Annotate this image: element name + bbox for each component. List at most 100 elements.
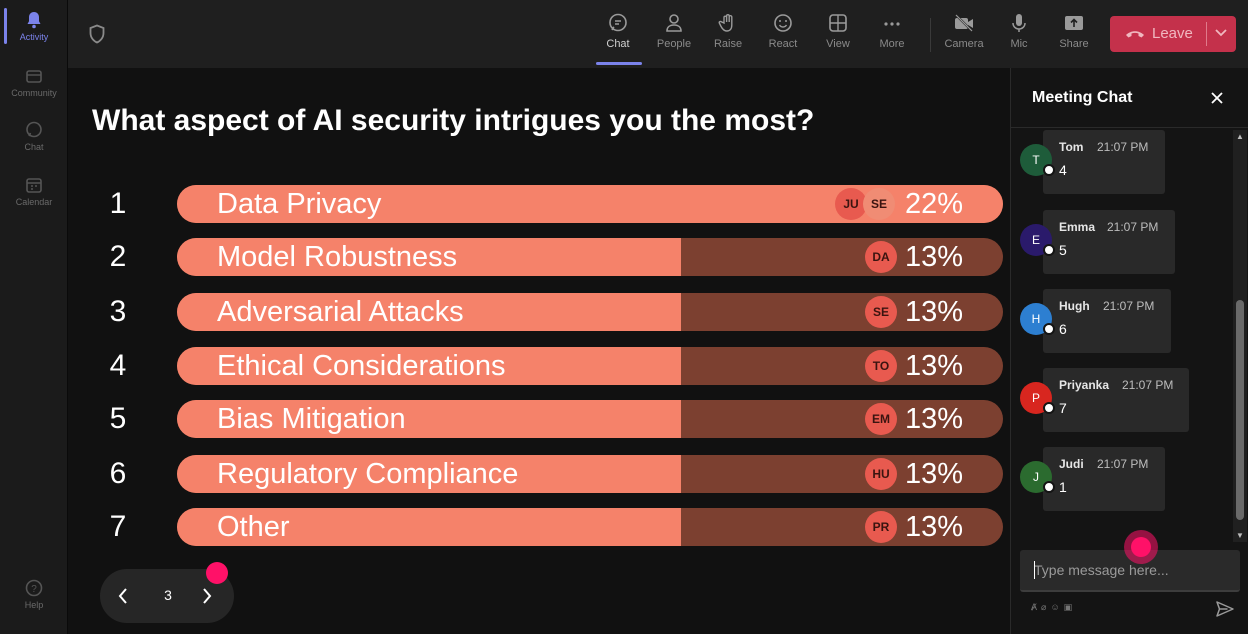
toolbar-people-button[interactable]: People xyxy=(650,10,698,60)
option-bar-fill xyxy=(177,400,681,438)
option-number: 5 xyxy=(109,402,127,435)
presence-icon xyxy=(1043,481,1055,493)
option-percent: 13% xyxy=(904,350,963,382)
shield-icon[interactable] xyxy=(88,24,106,44)
presence-icon xyxy=(1043,323,1055,335)
toolbar-label: Camera xyxy=(944,38,984,50)
rail-item-label: Calendar xyxy=(15,197,53,207)
chevron-left-icon[interactable] xyxy=(116,586,130,606)
rail-item-label: Activity xyxy=(19,32,49,42)
cursor-indicator xyxy=(1131,537,1151,557)
option-percent: 13% xyxy=(904,458,963,490)
option-label: Other xyxy=(217,511,290,543)
presence-icon xyxy=(1043,244,1055,256)
toolbar-label: View xyxy=(826,38,850,50)
option-number: 2 xyxy=(109,240,127,273)
grid-icon xyxy=(829,14,847,32)
poll-option-row[interactable]: 5 Bias Mitigation EM 13% xyxy=(68,400,1010,438)
format-toolbar[interactable]: Ⱥ⌀☺▣ xyxy=(1031,602,1076,613)
scroll-down-icon[interactable]: ▼ xyxy=(1236,531,1244,540)
more-icon xyxy=(884,22,900,26)
gif-icon[interactable]: ▣ xyxy=(1063,602,1077,612)
option-bar: Other PR 13% xyxy=(177,508,1003,546)
message-text: 4 xyxy=(1059,162,1067,178)
calendar-icon xyxy=(26,178,42,193)
text-caret xyxy=(1034,561,1035,579)
toolbar-view-button[interactable]: View xyxy=(814,10,862,60)
toolbar-raise-button[interactable]: Raise xyxy=(704,10,752,60)
presence-icon xyxy=(1043,164,1055,176)
svg-text:?: ? xyxy=(31,584,37,595)
app-rail: Activity Community Chat Calendar ? Help xyxy=(0,0,68,634)
toolbar-camera-button[interactable]: Camera xyxy=(940,10,988,60)
rail-item-calendar[interactable]: Calendar xyxy=(0,175,68,227)
voter-avatar: SE xyxy=(863,188,895,220)
poll-option-row[interactable]: 4 Ethical Considerations TO 13% xyxy=(68,347,1010,385)
option-bar-fill xyxy=(177,508,681,546)
option-bar-fill xyxy=(177,238,681,276)
poll-option-row[interactable]: 6 Regulatory Compliance HU 13% xyxy=(68,455,1010,493)
emoji-icon[interactable]: ☺ xyxy=(1050,602,1064,612)
option-label: Bias Mitigation xyxy=(217,403,406,435)
toolbar-label: React xyxy=(768,38,798,50)
poll-option-row[interactable]: 2 Model Robustness DA 13% xyxy=(68,238,1010,276)
option-bar: Model Robustness DA 13% xyxy=(177,238,1003,276)
format-icon[interactable]: Ⱥ xyxy=(1031,602,1042,612)
rail-item-activity[interactable]: Activity xyxy=(0,10,68,62)
attach-icon[interactable]: ⌀ xyxy=(1041,602,1051,612)
close-icon[interactable] xyxy=(1209,90,1225,106)
message-sender: Emma xyxy=(1059,220,1096,234)
option-label: Data Privacy xyxy=(217,188,382,220)
toolbar-more-button[interactable]: More xyxy=(868,10,916,60)
poll-option-row[interactable]: 1 Data Privacy JU SE 22% xyxy=(68,185,1010,223)
message-bubble xyxy=(1043,210,1175,274)
community-icon xyxy=(26,70,42,83)
presence-icon xyxy=(1043,402,1055,414)
page-number: 3 xyxy=(164,587,172,603)
option-bar-fill xyxy=(177,455,681,493)
cursor-indicator xyxy=(206,562,228,584)
option-number: 6 xyxy=(109,457,127,490)
leave-divider xyxy=(1206,22,1207,46)
rail-item-community[interactable]: Community xyxy=(0,66,68,118)
chat-scrollbar[interactable]: ▲ ▼ xyxy=(1233,130,1247,542)
leave-label: Leave xyxy=(1152,25,1193,42)
message-bubble xyxy=(1043,130,1165,194)
help-icon: ? xyxy=(25,579,43,597)
poll-option-row[interactable]: 7 Other PR 13% xyxy=(68,508,1010,546)
toolbar-divider xyxy=(930,18,931,52)
chat-message-input[interactable] xyxy=(1034,562,1230,578)
rail-item-chat[interactable]: Chat xyxy=(0,120,68,172)
chat-message: T Tom 21:07 PM 4 xyxy=(1011,130,1231,194)
share-icon xyxy=(1065,16,1083,30)
option-percent: 13% xyxy=(904,511,963,543)
option-label: Model Robustness xyxy=(217,241,458,273)
camera-off-icon xyxy=(955,14,973,32)
rail-active-indicator xyxy=(4,8,7,44)
message-time: 21:07 PM xyxy=(1122,378,1174,392)
scroll-thumb[interactable] xyxy=(1236,300,1244,520)
chevron-down-icon[interactable] xyxy=(1214,28,1228,38)
toolbar-chat-button[interactable]: Chat xyxy=(594,10,642,60)
chevron-right-icon[interactable] xyxy=(200,586,214,606)
option-number: 1 xyxy=(109,187,127,220)
toolbar-mic-button[interactable]: Mic xyxy=(995,10,1043,60)
send-icon[interactable] xyxy=(1215,600,1235,618)
voter-avatar: DA xyxy=(865,241,897,273)
leave-button[interactable]: Leave xyxy=(1110,16,1236,52)
option-percent: 13% xyxy=(904,241,963,273)
poll-option-row[interactable]: 3 Adversarial Attacks SE 13% xyxy=(68,293,1010,331)
rail-item-label: Chat xyxy=(24,142,44,152)
option-bar: Ethical Considerations TO 13% xyxy=(177,347,1003,385)
toolbar-react-button[interactable]: React xyxy=(759,10,807,60)
raise-hand-icon xyxy=(718,14,733,32)
toolbar-share-button[interactable]: Share xyxy=(1050,10,1098,60)
option-bar-fill xyxy=(177,293,681,331)
rail-item-help[interactable]: ? Help xyxy=(0,578,68,630)
message-sender: Tom xyxy=(1059,140,1084,154)
people-icon xyxy=(666,14,682,32)
option-bar-fill xyxy=(177,347,681,385)
scroll-up-icon[interactable]: ▲ xyxy=(1236,132,1244,141)
option-percent: 13% xyxy=(904,403,963,435)
mic-icon xyxy=(1012,14,1026,32)
